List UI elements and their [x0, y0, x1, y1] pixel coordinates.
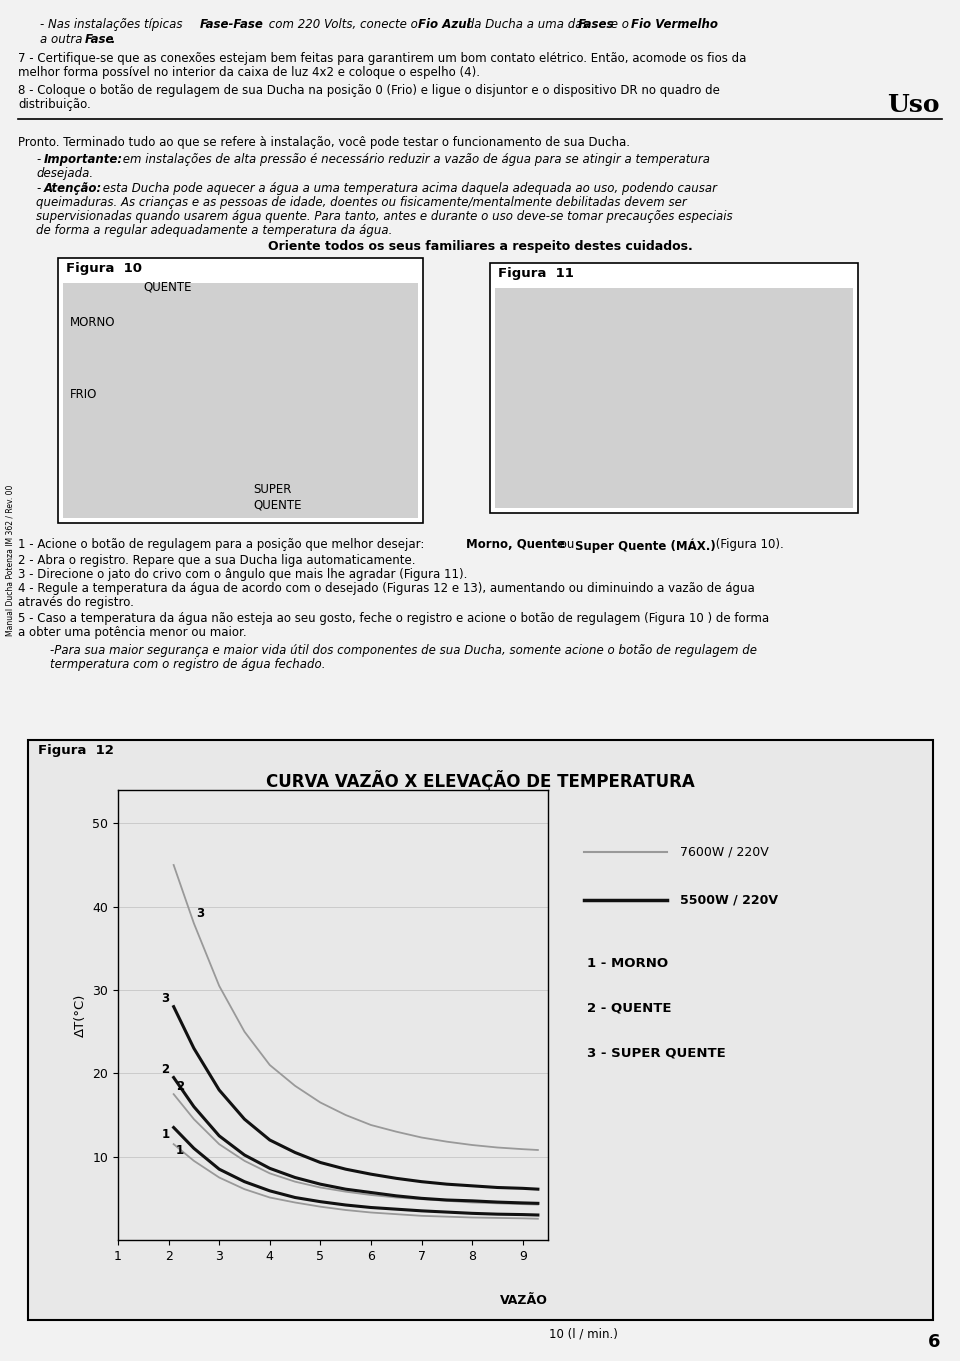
Text: termperatura com o registro de água fechado.: termperatura com o registro de água fech… — [50, 657, 325, 671]
Text: 1 - MORNO: 1 - MORNO — [587, 957, 668, 970]
Text: a obter uma potência menor ou maior.: a obter uma potência menor ou maior. — [18, 626, 247, 640]
Text: Atenção:: Atenção: — [44, 182, 103, 195]
Bar — [490, 263, 858, 513]
Text: Fase: Fase — [85, 33, 114, 46]
Text: -: - — [36, 152, 40, 166]
Text: supervisionadas quando usarem água quente. Para tanto, antes e durante o uso dev: supervisionadas quando usarem água quent… — [36, 210, 732, 223]
Text: FRIO: FRIO — [70, 388, 97, 401]
Text: a outra: a outra — [40, 33, 86, 46]
Text: Uso: Uso — [887, 93, 940, 117]
Text: 10 (l / min.): 10 (l / min.) — [549, 1327, 618, 1341]
Text: através do registro.: através do registro. — [18, 596, 133, 608]
Text: CURVA VAZÃO X ELEVAÇÃO DE TEMPERATURA: CURVA VAZÃO X ELEVAÇÃO DE TEMPERATURA — [266, 770, 694, 791]
Text: Fio Azul: Fio Azul — [418, 18, 470, 31]
Text: 3 - SUPER QUENTE: 3 - SUPER QUENTE — [587, 1047, 726, 1060]
Text: Fases: Fases — [578, 18, 614, 31]
Text: (Figura 10).: (Figura 10). — [712, 538, 783, 551]
Text: 7600W / 220V: 7600W / 220V — [680, 845, 768, 857]
Text: QUENTE: QUENTE — [253, 498, 301, 510]
Text: Oriente todos os seus familiares a respeito destes cuidados.: Oriente todos os seus familiares a respe… — [268, 240, 692, 253]
Text: VAZÃO: VAZÃO — [500, 1294, 548, 1307]
Text: da Ducha a uma das: da Ducha a uma das — [463, 18, 592, 31]
Text: 5 - Caso a temperatura da água não esteja ao seu gosto, feche o registro e acion: 5 - Caso a temperatura da água não estej… — [18, 612, 769, 625]
Text: esta Ducha pode aquecer a água a uma temperatura acima daquela adequada ao uso, : esta Ducha pode aquecer a água a uma tem… — [99, 182, 717, 195]
Text: ou: ou — [556, 538, 578, 551]
Text: em instalações de alta pressão é necessário reduzir a vazão de água para se atin: em instalações de alta pressão é necessá… — [119, 152, 710, 166]
Text: Fase-Fase: Fase-Fase — [200, 18, 264, 31]
Text: 4 - Regule a temperatura da água de acordo com o desejado (Figuras 12 e 13), aum: 4 - Regule a temperatura da água de acor… — [18, 583, 755, 595]
Text: Importante:: Importante: — [44, 152, 123, 166]
Text: SUPER: SUPER — [253, 483, 292, 495]
Text: 3 - Direcione o jato do crivo com o ângulo que mais lhe agradar (Figura 11).: 3 - Direcione o jato do crivo com o ângu… — [18, 568, 468, 581]
Text: com 220 Volts, conecte o: com 220 Volts, conecte o — [265, 18, 421, 31]
Text: 2 - QUENTE: 2 - QUENTE — [587, 1002, 671, 1015]
Bar — [28, 740, 933, 1320]
Text: Morno, Quente: Morno, Quente — [466, 538, 565, 551]
Text: Fio Vermelho: Fio Vermelho — [631, 18, 718, 31]
Text: 6: 6 — [927, 1332, 940, 1351]
Text: Figura  12: Figura 12 — [38, 744, 114, 757]
Text: 1 - Acione o botão de regulagem para a posição que melhor desejar:: 1 - Acione o botão de regulagem para a p… — [18, 538, 428, 551]
Text: -: - — [36, 182, 40, 195]
Bar — [58, 259, 423, 523]
Text: 5500W / 220V: 5500W / 220V — [680, 893, 778, 906]
Text: melhor forma possível no interior da caixa de luz 4x2 e coloque o espelho (4).: melhor forma possível no interior da cai… — [18, 65, 480, 79]
Text: distribuição.: distribuição. — [18, 98, 91, 112]
Text: Pronto. Terminado tudo ao que se refere à instalação, você pode testar o funcion: Pronto. Terminado tudo ao que se refere … — [18, 136, 630, 148]
Text: Figura  10: Figura 10 — [66, 263, 142, 275]
Text: de forma a regular adequadamente a temperatura da água.: de forma a regular adequadamente a tempe… — [36, 225, 393, 237]
Text: - Nas instalações típicas: - Nas instalações típicas — [40, 18, 186, 31]
Text: 8 - Coloque o botão de regulagem de sua Ducha na posição 0 (Frio) e ligue o disj: 8 - Coloque o botão de regulagem de sua … — [18, 84, 720, 97]
Text: 3: 3 — [197, 906, 204, 920]
Text: 2 - Abra o registro. Repare que a sua Ducha liga automaticamente.: 2 - Abra o registro. Repare que a sua Du… — [18, 554, 416, 568]
Bar — [63, 283, 418, 519]
Text: QUENTE: QUENTE — [143, 280, 191, 293]
Text: Super Quente (MÁX.): Super Quente (MÁX.) — [575, 538, 716, 553]
Text: e o: e o — [607, 18, 633, 31]
Text: 7 - Certifique-se que as conexões estejam bem feitas para garantirem um bom cont: 7 - Certifique-se que as conexões esteja… — [18, 52, 746, 65]
Text: 1: 1 — [161, 1127, 170, 1141]
Text: queimaduras. As crianças e as pessoas de idade, doentes ou fisicamente/mentalmen: queimaduras. As crianças e as pessoas de… — [36, 196, 686, 210]
Text: desejada.: desejada. — [36, 167, 93, 180]
Text: -Para sua maior segurança e maior vida útil dos componentes de sua Ducha, soment: -Para sua maior segurança e maior vida ú… — [50, 644, 757, 657]
Text: 2: 2 — [161, 1063, 170, 1077]
Text: 2: 2 — [177, 1081, 184, 1093]
Text: .: . — [110, 33, 114, 46]
Bar — [495, 289, 853, 508]
Text: MORNO: MORNO — [70, 316, 115, 329]
Text: Manual Ducha Potenza IM 362 / Rev. 00: Manual Ducha Potenza IM 362 / Rev. 00 — [6, 485, 14, 636]
Text: Figura  11: Figura 11 — [498, 267, 574, 280]
Y-axis label: ΔT(°C): ΔT(°C) — [74, 994, 86, 1037]
Text: 3: 3 — [161, 992, 170, 1006]
Text: 1: 1 — [177, 1145, 184, 1157]
